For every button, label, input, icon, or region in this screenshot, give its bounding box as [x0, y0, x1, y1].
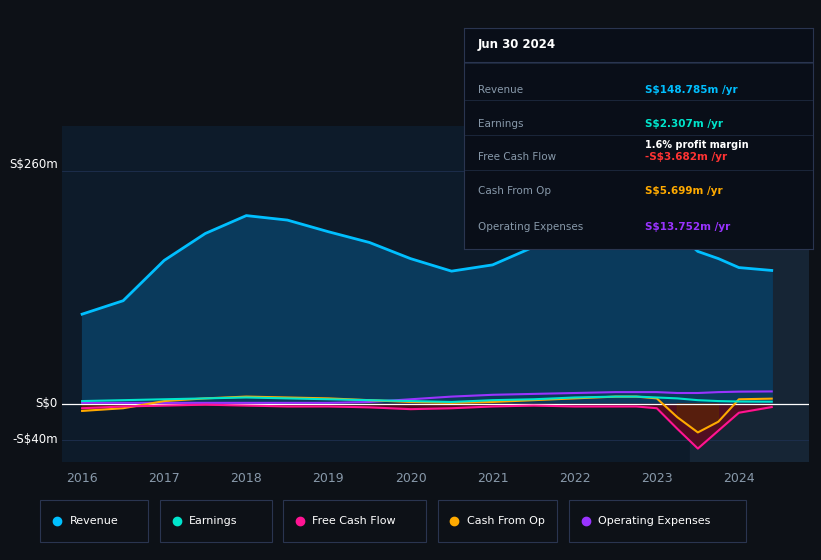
Bar — [283, 500, 426, 542]
Bar — [690, 126, 809, 462]
Text: S$5.699m /yr: S$5.699m /yr — [645, 185, 723, 195]
Text: Operating Expenses: Operating Expenses — [598, 516, 710, 526]
Text: Free Cash Flow: Free Cash Flow — [478, 152, 556, 162]
Text: Operating Expenses: Operating Expenses — [478, 222, 583, 232]
Text: Earnings: Earnings — [189, 516, 237, 526]
Text: S$148.785m /yr: S$148.785m /yr — [645, 85, 738, 95]
Text: S$0: S$0 — [35, 397, 57, 410]
Bar — [569, 500, 746, 542]
Text: -S$3.682m /yr: -S$3.682m /yr — [645, 152, 727, 162]
Text: S$2.307m /yr: S$2.307m /yr — [645, 119, 723, 129]
Bar — [40, 500, 148, 542]
Text: Revenue: Revenue — [70, 516, 118, 526]
Text: S$13.752m /yr: S$13.752m /yr — [645, 222, 731, 232]
Text: Jun 30 2024: Jun 30 2024 — [478, 38, 556, 51]
Text: Free Cash Flow: Free Cash Flow — [313, 516, 396, 526]
Text: Earnings: Earnings — [478, 119, 523, 129]
Text: Revenue: Revenue — [478, 85, 523, 95]
Text: Cash From Op: Cash From Op — [478, 185, 551, 195]
Text: S$260m: S$260m — [9, 158, 57, 171]
Text: Cash From Op: Cash From Op — [467, 516, 544, 526]
Bar — [438, 500, 557, 542]
Text: -S$40m: -S$40m — [12, 433, 57, 446]
Bar — [159, 500, 272, 542]
Text: 1.6% profit margin: 1.6% profit margin — [645, 140, 749, 150]
